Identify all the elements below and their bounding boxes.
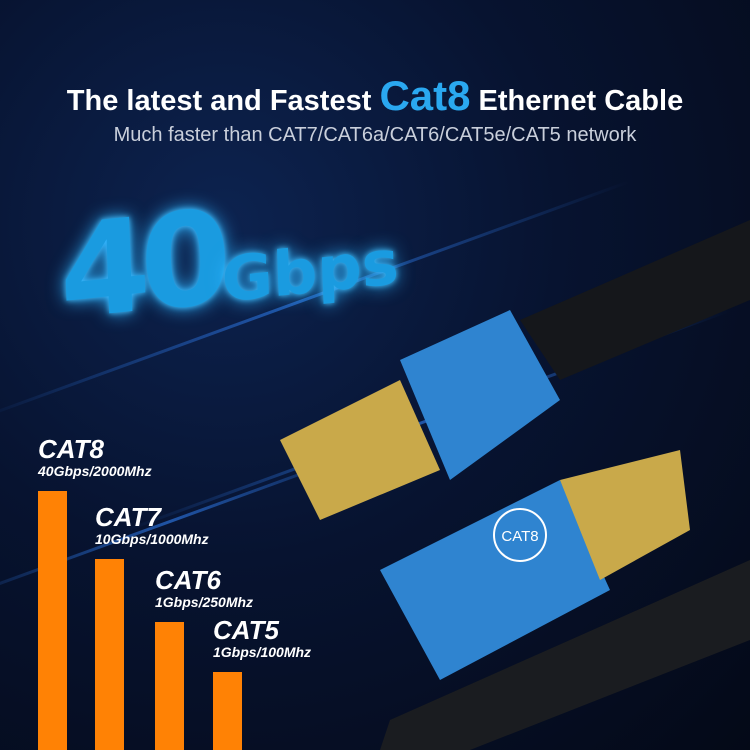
- category-name: CAT6: [155, 565, 221, 595]
- flat-cable-lower: [380, 560, 750, 750]
- bar-cat5: [213, 672, 242, 750]
- bar-cat8: [38, 491, 67, 750]
- headline-text: The latest and Fastest: [66, 85, 380, 117]
- bar-label-cat5: CAT5 1Gbps/100Mhz: [213, 616, 311, 660]
- bar-cat7: [95, 559, 124, 750]
- subheadline: Much faster than CAT7/CAT6a/CAT6/CAT5e/C…: [113, 124, 637, 146]
- bar-cat6: [155, 622, 184, 750]
- rj45-plug-lower: [560, 450, 690, 580]
- connector-housing-upper: [400, 310, 560, 480]
- bar-label-cat6: CAT6 1Gbps/250Mhz: [155, 566, 253, 610]
- bar-label-cat8: CAT8 40Gbps/2000Mhz: [38, 435, 152, 479]
- category-name: CAT7: [95, 502, 161, 532]
- headline-text-end: Ethernet Cable: [470, 85, 684, 117]
- category-name: CAT5: [213, 615, 279, 645]
- category-spec: 10Gbps/1000Mhz: [95, 531, 209, 547]
- headline: The latest and Fastest Cat8 Ethernet Cab…: [0, 72, 750, 120]
- connector-housing-lower: [380, 480, 610, 680]
- cat8-badge-text: CAT8: [501, 528, 538, 545]
- flat-cable-upper: [520, 220, 750, 380]
- headline-accent: Cat8: [379, 72, 471, 119]
- category-name: CAT8: [38, 434, 104, 464]
- bar-label-cat7: CAT7 10Gbps/1000Mhz: [95, 503, 209, 547]
- cat8-badge: [493, 508, 547, 562]
- rj45-plug-upper: [280, 380, 440, 520]
- category-spec: 40Gbps/2000Mhz: [38, 463, 152, 479]
- category-spec: 1Gbps/250Mhz: [155, 594, 254, 610]
- category-spec: 1Gbps/100Mhz: [213, 644, 312, 660]
